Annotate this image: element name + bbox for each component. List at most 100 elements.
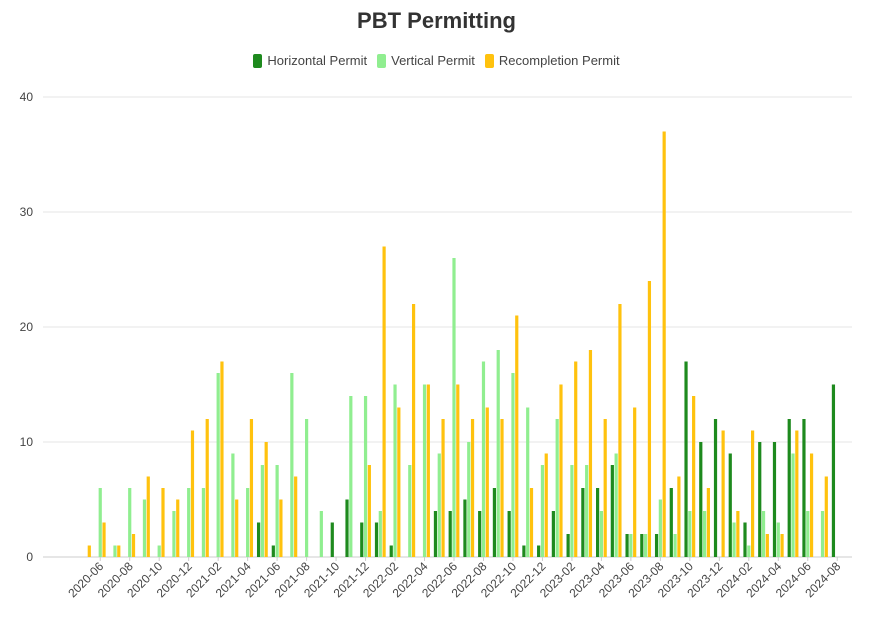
bar-vertical-permit-2021-01: [201, 488, 206, 557]
bar-vertical-permit-2024-01: [732, 522, 736, 557]
bar-vertical-permit-2020-09: [142, 499, 147, 557]
bar-recompletion-permit-2021-02: [220, 361, 224, 557]
bar-recompletion-permit-2020-05: [87, 545, 91, 557]
bar-vertical-permit-2020-11: [172, 511, 176, 557]
legend-swatch-vertical: [377, 53, 387, 68]
legend-item-horizontal[interactable]: Horizontal Permit: [253, 53, 367, 68]
bar-horizontal-permit-2024-03: [758, 442, 762, 557]
bar-recompletion-permit-2023-06: [633, 407, 637, 557]
bar-horizontal-permit-2023-05: [610, 465, 614, 557]
bar-vertical-permit-2023-11: [702, 511, 707, 557]
bar-vertical-permit-2022-05: [437, 453, 441, 557]
bar-vertical-permit-2021-12: [363, 396, 368, 557]
bar-recompletion-permit-2024-06: [809, 453, 814, 557]
bar-recompletion-permit-2022-08: [485, 407, 489, 557]
bar-vertical-permit-2020-06: [98, 488, 102, 557]
bar-horizontal-permit-2023-01: [551, 511, 555, 557]
bar-vertical-permit-2024-07: [820, 511, 825, 557]
bar-vertical-permit-2024-05: [791, 453, 795, 557]
bar-vertical-permit-2024-06: [806, 511, 810, 557]
bar-horizontal-permit-2022-12: [537, 545, 541, 557]
chart-legend: Horizontal Permit Vertical Permit Recomp…: [0, 53, 873, 68]
bar-recompletion-permit-2021-06: [279, 499, 283, 557]
bar-horizontal-permit-2022-11: [522, 545, 526, 557]
bar-recompletion-permit-2024-03: [765, 534, 769, 557]
bar-vertical-permit-2022-12: [540, 465, 545, 557]
bar-horizontal-permit-2024-02: [743, 522, 747, 557]
bar-recompletion-permit-2020-10: [161, 488, 165, 557]
bar-recompletion-permit-2022-03: [411, 304, 416, 557]
bar-horizontal-permit-2022-09: [492, 488, 497, 557]
bar-vertical-permit-2023-07: [644, 534, 648, 557]
bar-recompletion-permit-2022-11: [529, 488, 534, 557]
bar-recompletion-permit-2021-03: [235, 499, 239, 557]
bar-horizontal-permit-2024-08: [831, 384, 836, 557]
bar-horizontal-permit-2023-07: [640, 534, 644, 557]
bar-horizontal-permit-2023-03: [581, 488, 585, 557]
legend-item-vertical[interactable]: Vertical Permit: [377, 53, 475, 68]
bar-vertical-permit-2024-03: [761, 511, 766, 557]
bar-vertical-permit-2020-10: [157, 545, 161, 557]
bar-vertical-permit-2021-04: [246, 488, 250, 557]
bar-horizontal-permit-2021-10: [330, 522, 334, 557]
bar-recompletion-permit-2022-01: [382, 246, 386, 557]
bar-recompletion-permit-2024-07: [824, 476, 828, 557]
bar-horizontal-permit-2023-04: [596, 488, 600, 557]
bar-recompletion-permit-2022-07: [470, 419, 475, 557]
bar-vertical-permit-2022-09: [496, 350, 500, 557]
bar-horizontal-permit-2023-11: [699, 442, 703, 557]
bar-horizontal-permit-2022-07: [463, 499, 467, 557]
bar-vertical-permit-2021-07: [290, 373, 294, 557]
bar-recompletion-permit-2020-08: [131, 534, 136, 557]
bar-horizontal-permit-2023-08: [654, 534, 659, 557]
bar-vertical-permit-2023-05: [614, 453, 618, 557]
bar-recompletion-permit-2024-01: [736, 511, 740, 557]
bar-vertical-permit-2021-02: [216, 373, 220, 557]
bar-horizontal-permit-2022-08: [478, 511, 482, 557]
bar-vertical-permit-2023-08: [658, 499, 662, 557]
bar-horizontal-permit-2021-05: [256, 522, 261, 557]
bar-recompletion-permit-2023-03: [588, 350, 593, 557]
bar-recompletion-permit-2022-06: [456, 384, 460, 557]
bar-recompletion-permit-2021-01: [205, 419, 209, 557]
y-tick-label-20: 20: [20, 320, 34, 334]
bar-recompletion-permit-2022-04: [426, 384, 430, 557]
legend-label-recompletion: Recompletion Permit: [498, 53, 620, 68]
bar-recompletion-permit-2020-06: [102, 522, 106, 557]
bar-vertical-permit-2023-04: [599, 511, 603, 557]
bar-vertical-permit-2023-01: [555, 419, 559, 557]
bar-horizontal-permit-2023-06: [625, 534, 629, 557]
bar-vertical-permit-2022-07: [467, 442, 471, 557]
bar-vertical-permit-2022-01: [378, 511, 382, 557]
bar-vertical-permit-2021-05: [260, 465, 264, 557]
y-tick-label-30: 30: [20, 205, 34, 219]
bar-vertical-permit-2023-09: [673, 534, 677, 557]
bar-horizontal-permit-2023-10: [684, 361, 688, 557]
bar-vertical-permit-2020-12: [187, 488, 191, 557]
bar-horizontal-permit-2022-06: [448, 511, 452, 557]
bar-horizontal-permit-2021-06: [271, 545, 275, 557]
bar-vertical-permit-2022-02: [393, 384, 397, 557]
y-tick-label-10: 10: [20, 435, 34, 449]
bar-recompletion-permit-2023-04: [603, 419, 607, 557]
bar-recompletion-permit-2020-12: [190, 430, 195, 557]
chart-title: PBT Permitting: [357, 8, 516, 33]
bar-recompletion-permit-2024-02: [751, 430, 755, 557]
bar-recompletion-permit-2021-07: [294, 476, 298, 557]
legend-item-recompletion[interactable]: Recompletion Permit: [484, 53, 620, 68]
bar-horizontal-permit-2024-06: [802, 419, 806, 557]
bar-horizontal-permit-2024-01: [728, 453, 732, 557]
bar-recompletion-permit-2024-05: [795, 430, 799, 557]
bar-vertical-permit-2020-08: [128, 488, 132, 557]
bar-vertical-permit-2021-08: [305, 419, 309, 557]
bar-recompletion-permit-2020-11: [176, 499, 180, 557]
bar-recompletion-permit-2022-10: [515, 315, 519, 557]
bar-recompletion-permit-2021-05: [264, 442, 268, 557]
bar-vertical-permit-2023-03: [585, 465, 589, 557]
bar-horizontal-permit-2022-02: [389, 545, 393, 557]
bar-recompletion-permit-2021-04: [249, 419, 254, 557]
bar-horizontal-permit-2023-12: [713, 419, 718, 557]
bar-recompletion-permit-2024-04: [780, 534, 784, 557]
